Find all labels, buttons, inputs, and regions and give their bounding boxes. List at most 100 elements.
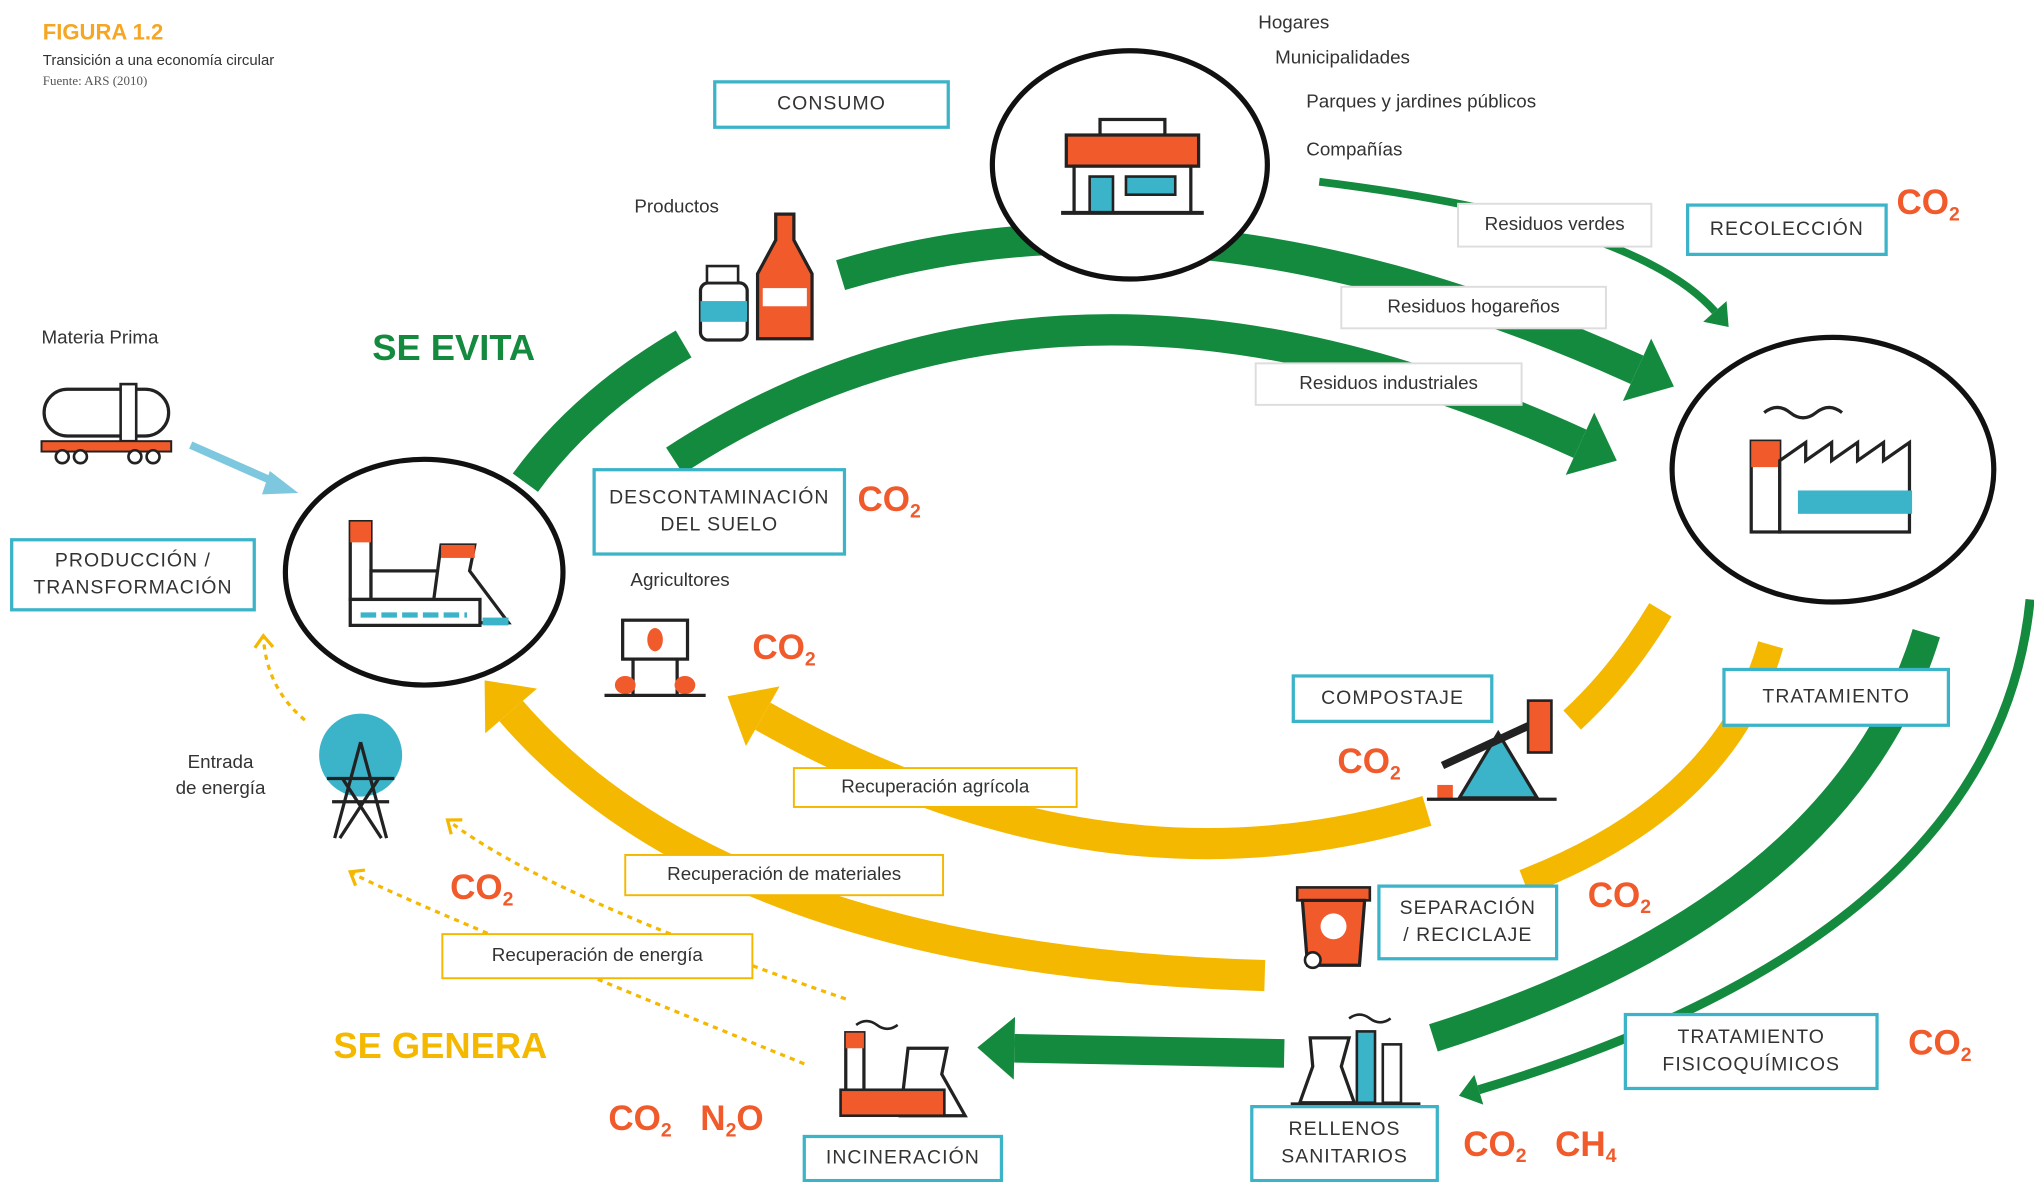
emission-part: CO [1896, 183, 1949, 222]
emission-part: 2 [726, 1119, 737, 1141]
stage-box [1377, 884, 1559, 961]
stage-label: TRATAMIENTO [1762, 686, 1909, 708]
emission: CO2 [450, 868, 514, 910]
arrow-head [484, 680, 538, 734]
figure-source: Fuente: ARS (2010) [43, 73, 147, 88]
flow-arrow [1563, 603, 1672, 730]
emission: CO2 N2O [608, 1099, 763, 1141]
energy-arrow [349, 870, 805, 1066]
flow-box [624, 854, 945, 897]
stage-box [1250, 1105, 1439, 1182]
flow-box [1457, 202, 1653, 248]
flow-label: Recuperación agrícola [841, 775, 1030, 796]
label: Municipalidades [1275, 46, 1410, 67]
emission-part: 2 [1516, 1145, 1527, 1167]
stage-label: RECOLECCIÓN [1710, 217, 1864, 240]
emission-part: CO [1908, 1024, 1961, 1063]
stage-box [713, 80, 950, 129]
flow-box [1340, 285, 1607, 330]
stage-box [1686, 203, 1888, 256]
stage-label: DEL SUELO [660, 514, 778, 536]
emission-part: 2 [910, 501, 921, 523]
power-tower-icon [319, 713, 403, 840]
arrow-head [347, 868, 366, 887]
stage-label: INCINERACIÓN [826, 1146, 980, 1169]
stage-label: FISICOQUÍMICOS [1662, 1052, 1840, 1075]
arrow-head [727, 686, 780, 746]
recycle-bin-icon [1295, 886, 1372, 970]
landfill-icon [1290, 1013, 1421, 1106]
stage-box [1291, 674, 1494, 723]
factory-icon [1749, 405, 1913, 534]
stage-box [802, 1134, 1004, 1182]
emission-part: 2 [1961, 1044, 1972, 1066]
flow-label: Residuos verdes [1485, 213, 1625, 234]
emission-part: O [736, 1099, 763, 1138]
flow-arrow [499, 700, 1266, 992]
arrow-head [1458, 1074, 1484, 1105]
stage-label: CONSUMO [777, 93, 886, 115]
production-icon [348, 519, 512, 627]
stage-label: TRANSFORMACIÓN [33, 576, 232, 599]
input-arrow [189, 441, 281, 488]
emission-part: 2 [503, 889, 514, 911]
pumpjack-icon [1426, 699, 1557, 801]
heading: SE EVITA [372, 327, 535, 368]
flow-box [1254, 362, 1523, 406]
label: Parques y jardines públicos [1306, 91, 1536, 112]
emission: CO2 [857, 480, 921, 522]
tank-train-icon [40, 382, 173, 465]
emission: CO2 [1588, 876, 1652, 918]
emission-part: 4 [1606, 1145, 1617, 1167]
flow-label: Recuperación de energía [492, 944, 704, 965]
emission-part: 2 [805, 649, 816, 671]
label: Agricultores [630, 569, 729, 590]
energy-arrow [261, 635, 306, 722]
emission-part: 2 [1390, 763, 1401, 785]
emission: CO2 [752, 628, 816, 670]
stage-label: TRATAMIENTO [1677, 1026, 1824, 1048]
flow-arrow [1014, 1033, 1285, 1068]
arrow-head [977, 1016, 1016, 1080]
emission-part: 2 [661, 1119, 672, 1141]
arrow-head [1565, 412, 1617, 475]
stage-label: SEPARACIÓN [1400, 896, 1536, 919]
emission-part: 2 [1640, 896, 1651, 918]
emission-part: CO [608, 1099, 661, 1138]
emission: CO2 [1337, 742, 1401, 784]
emission-part: CO [1337, 742, 1390, 781]
incinerator-icon [839, 1019, 968, 1118]
flow-box [441, 933, 754, 980]
emission-part: CH [1555, 1125, 1606, 1164]
stage-box [592, 468, 847, 556]
label: Entrada [188, 751, 254, 772]
label: Hogares [1258, 11, 1329, 32]
flow-label: Residuos industriales [1299, 372, 1478, 393]
stage-label: / RECICLAJE [1403, 924, 1532, 946]
stage-label: COMPOSTAJE [1321, 687, 1464, 709]
arrow-head [1703, 301, 1729, 327]
stage-box [1623, 1012, 1879, 1091]
figure-title: Transición a una economía circular [43, 53, 274, 69]
store-icon [1061, 117, 1204, 215]
farm-icon [604, 618, 706, 698]
label: Compañías [1306, 139, 1402, 160]
emission: CO2 [1908, 1024, 1972, 1066]
products-icon [698, 212, 814, 342]
figure-number: FIGURA 1.2 [43, 20, 163, 45]
emission-part: CO [450, 868, 503, 907]
heading: SE GENERA [333, 1025, 547, 1066]
flow-arrow [755, 702, 1432, 860]
arrow-head [253, 633, 275, 649]
label: de energía [176, 777, 266, 798]
stage-label: RELLENOS [1289, 1118, 1401, 1140]
stage-label: PRODUCCIÓN / [55, 548, 211, 571]
label: Materia Prima [42, 327, 160, 348]
flow-label: Residuos hogareños [1387, 296, 1559, 317]
labels: CONSUMO RECOLECCIÓN DESCONTAMINACIÓN DEL SU… [10, 11, 1972, 1182]
arrows [189, 177, 2034, 1105]
emission-part: CO [752, 628, 805, 667]
stage-label: DESCONTAMINACIÓN [609, 485, 829, 508]
stage-box [10, 538, 256, 612]
